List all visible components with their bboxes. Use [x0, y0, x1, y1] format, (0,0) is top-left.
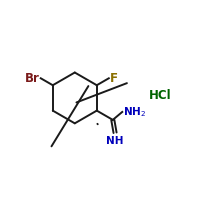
- Text: HCl: HCl: [149, 89, 171, 102]
- Text: Br: Br: [25, 72, 40, 85]
- Text: NH: NH: [106, 136, 124, 146]
- Text: F: F: [110, 72, 118, 85]
- Text: NH$_2$: NH$_2$: [123, 105, 146, 119]
